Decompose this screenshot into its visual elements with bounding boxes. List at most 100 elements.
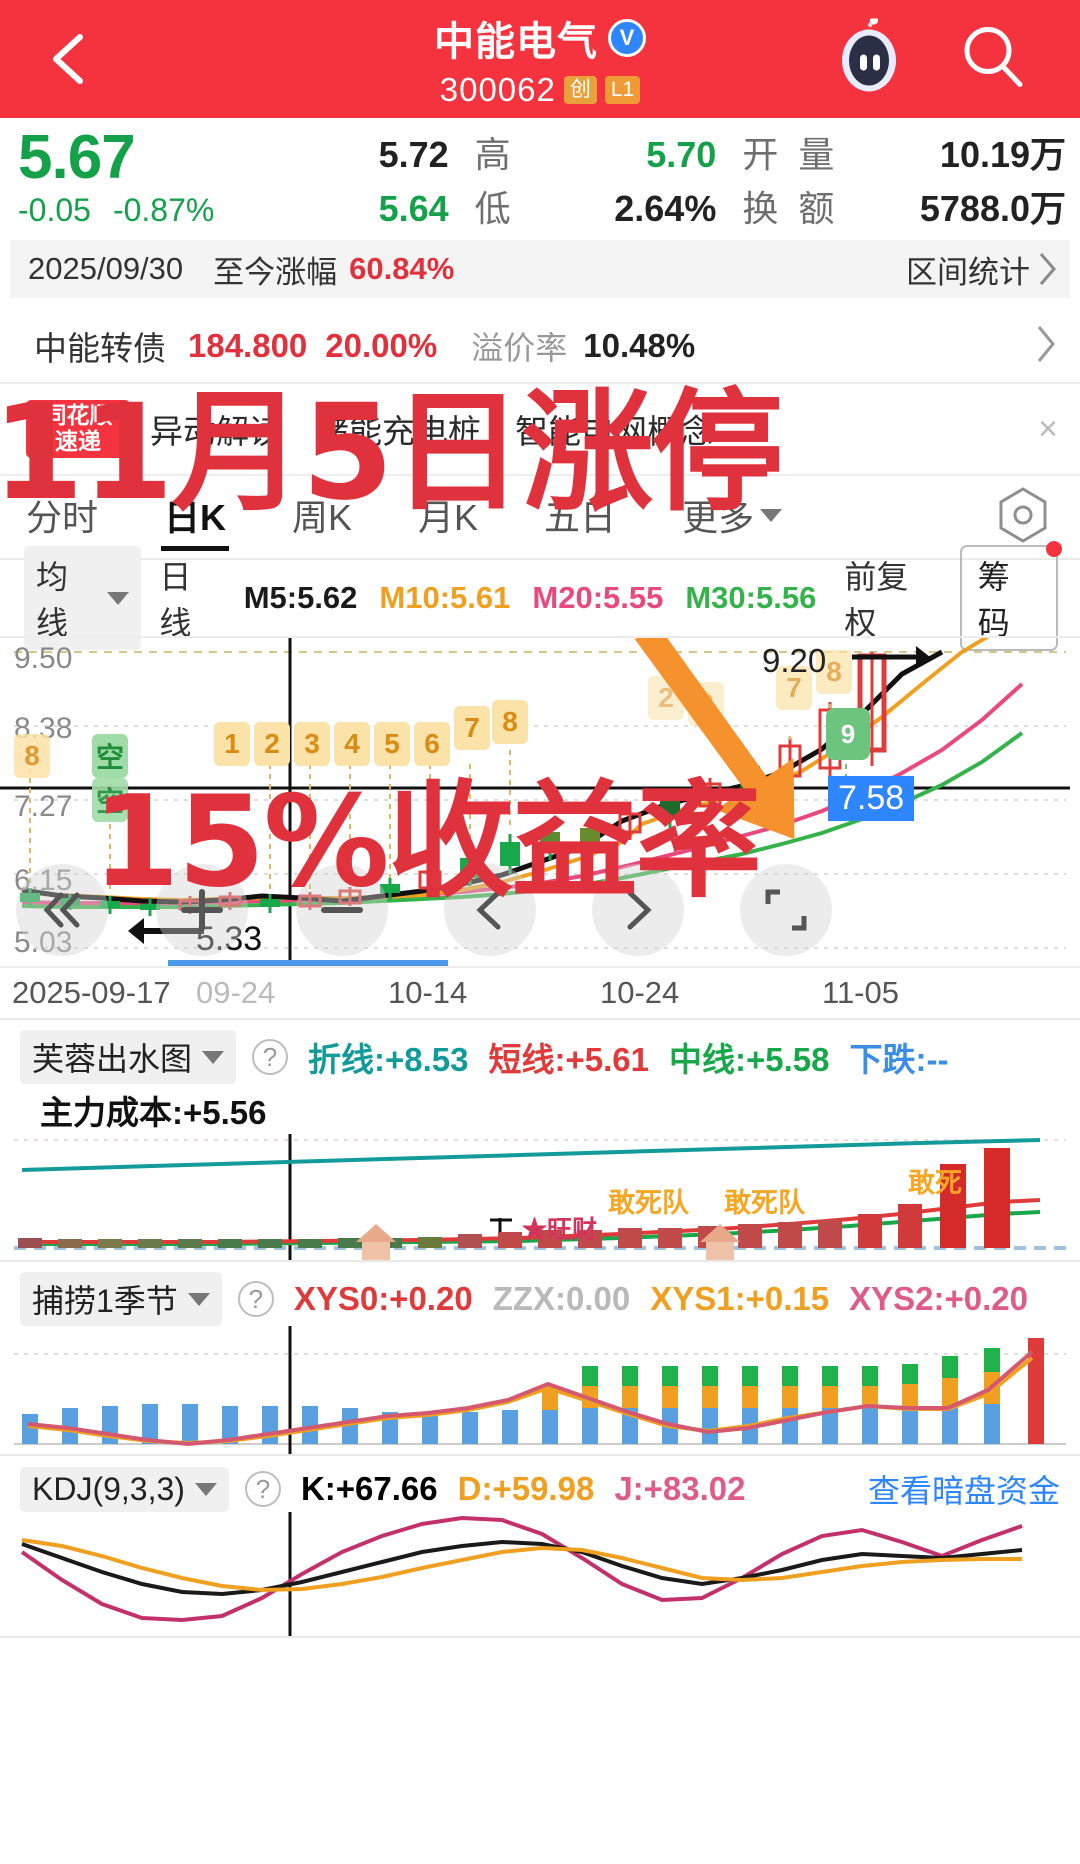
help-icon[interactable]: ?: [237, 1281, 274, 1317]
range-label: 至今涨幅: [213, 254, 338, 290]
zoom-out-button[interactable]: [296, 864, 388, 956]
stat-label-volume: 量: [798, 134, 835, 175]
chart-date-tooltip[interactable]: 2025/09/30 分时 >: [168, 960, 448, 966]
furong-main-cost: 主力成本:+5.56: [40, 1094, 267, 1131]
stat-label-turnover: 换: [742, 188, 779, 229]
expand-icon: [765, 889, 807, 931]
bond-change-pct: 20.00%: [325, 327, 438, 364]
adjust-mode-label[interactable]: 前复权: [844, 559, 909, 641]
ma-kind-label[interactable]: 日线: [159, 559, 192, 641]
kdj-header: KDJ(9,3,3) ? K:+67.66 D:+59.98 J:+83.02 …: [0, 1456, 1080, 1512]
quote-panel: 5.67 -0.05 -0.87% 高 5.72 低 5.64 开 5.70 换 2.6…: [0, 118, 1080, 236]
range-stats-link[interactable]: 区间统计: [906, 254, 1030, 290]
inline-label: 敢死队: [608, 1188, 690, 1218]
premium-value: 10.48%: [583, 327, 696, 364]
bulao-chart-canvas: [14, 1326, 1066, 1454]
ma-m30-value: M30:5.56: [685, 580, 817, 615]
tab-daily-k[interactable]: 日K: [164, 489, 226, 545]
furong-chart[interactable]: 敢死 敢死队 敢死队 ★旺财: [0, 1134, 1080, 1260]
robot-assistant-icon[interactable]: [833, 16, 905, 100]
bulao-selector[interactable]: 捕捞1季节: [20, 1272, 222, 1326]
stat-label-high: 高: [474, 134, 511, 175]
stat-value-volume: 10.19万: [939, 134, 1067, 175]
chevron-left-icon: [53, 34, 83, 84]
price-change-block: -0.05 -0.87%: [18, 192, 263, 229]
verified-badge-icon: V: [608, 19, 646, 57]
chevron-down-icon: [202, 1050, 225, 1064]
prev-page-button[interactable]: [16, 864, 108, 956]
chips-button-label: 筹码: [977, 559, 1010, 641]
header-title-block: 中能电气 V 300062 创 L1: [434, 9, 646, 109]
news-ticker[interactable]: 同花顺 速递 异动解读 储能充电桩 智能电网概念 ×: [0, 384, 1080, 476]
dark-pool-funds-link[interactable]: 查看暗盘资金: [867, 1473, 1060, 1509]
tab-weekly-k[interactable]: 周K: [292, 497, 353, 538]
help-icon[interactable]: ?: [244, 1471, 281, 1507]
furong-header: 芙蓉出水图 ? 折线:+8.53 短线:+5.61 中线:+5.58 下跌:--…: [0, 1020, 1080, 1134]
stat-label-low: 低: [474, 188, 511, 229]
chart-marker: 8: [816, 650, 852, 694]
main-k-chart[interactable]: 9.50 8.38 7.27 6.15 5.03 8 空 空 1 2 3 4 5…: [0, 636, 1080, 968]
chevron-left-icon: [476, 890, 501, 930]
news-item[interactable]: 储能充电桩: [316, 413, 481, 450]
indicator-panel-furong: 芙蓉出水图 ? 折线:+8.53 短线:+5.61 中线:+5.58 下跌:--…: [0, 1018, 1080, 1260]
app-header: 中能电气 V 300062 创 L1: [0, 0, 1080, 118]
bulao-xys0-value: XYS0:+0.20: [293, 1280, 473, 1317]
chart-marker: 7: [776, 666, 812, 710]
back-button[interactable]: [44, 31, 96, 87]
convertible-bond-row[interactable]: 中能转债 184.800 20.00% 溢价率 10.48%: [0, 310, 1080, 384]
furong-selector[interactable]: 芙蓉出水图: [20, 1030, 237, 1084]
x-tick-label: 2025-09-17: [12, 975, 171, 1010]
bond-price: 184.800: [188, 327, 308, 364]
help-icon[interactable]: ?: [252, 1039, 289, 1075]
price-change-pct: -0.87%: [112, 192, 215, 228]
tab-five-day[interactable]: 五日: [544, 497, 617, 538]
chips-button[interactable]: 筹码: [959, 541, 1063, 651]
minus-icon: [321, 907, 363, 913]
range-stats-bar[interactable]: 2025/09/30 至今涨幅 60.84% 区间统计: [10, 240, 1070, 298]
settings-hexagon-icon[interactable]: [996, 486, 1050, 549]
x-tick-label: 10-24: [600, 975, 680, 1010]
ma-m10-value: M10:5.61: [379, 580, 511, 615]
x-tick-label: 09-24: [196, 975, 276, 1010]
bulao-chart[interactable]: [0, 1326, 1080, 1454]
chevron-down-icon: [194, 1482, 217, 1496]
stat-value-turnover: 2.64%: [614, 188, 717, 229]
tab-monthly-k[interactable]: 月K: [418, 497, 479, 538]
step-right-button[interactable]: [592, 864, 684, 956]
board-tag: 创: [563, 75, 597, 105]
plus-icon: [181, 889, 223, 931]
premium-label: 溢价率: [471, 330, 568, 366]
chart-marker-short: 空: [92, 778, 128, 822]
search-icon[interactable]: [958, 22, 1028, 97]
tab-more[interactable]: 更多: [682, 489, 783, 545]
chart-marker: 5: [374, 722, 410, 766]
annotation-low-note: 5.33: [196, 920, 263, 958]
price-block: 5.67 -0.05 -0.87%: [18, 126, 263, 229]
news-item[interactable]: 智能电网概念: [515, 413, 713, 450]
tab-intraday[interactable]: 分时: [26, 497, 99, 538]
bond-row-chevron[interactable]: [1034, 322, 1058, 371]
fullscreen-button[interactable]: [740, 864, 832, 956]
close-icon[interactable]: ×: [1038, 409, 1058, 448]
level-tag: L1: [604, 75, 641, 105]
kdj-selector[interactable]: KDJ(9,3,3): [20, 1466, 229, 1512]
bond-name: 中能转债: [34, 330, 166, 367]
ths-badge-line1: 同花顺: [43, 401, 113, 428]
chevron-right-icon: [1037, 325, 1055, 362]
zoom-in-button[interactable]: [156, 864, 248, 956]
chevron-down-icon: [760, 508, 783, 522]
bulao-zzx-value: ZZX:0.00: [492, 1280, 631, 1317]
house-marker-icon: [356, 1224, 740, 1260]
ths-express-badge: 同花顺 速递: [26, 399, 130, 459]
news-item[interactable]: 异动解读: [150, 413, 282, 450]
annotation-top-price: 9.20: [762, 642, 827, 679]
double-chevron-left-icon: [43, 892, 80, 928]
furong-duanxian-value: 短线:+5.61: [488, 1041, 650, 1078]
furong-xiadie-value: 下跌:--: [849, 1041, 949, 1078]
y-tick-label: 9.50: [14, 642, 73, 675]
chart-marker-9: 9: [826, 708, 870, 760]
ma-selector[interactable]: 均线: [24, 546, 142, 650]
bulao-header: 捕捞1季节 ? XYS0:+0.20 ZZX:0.00 XYS1:+0.15 X…: [0, 1262, 1080, 1326]
step-left-button[interactable]: [444, 864, 536, 956]
kdj-chart[interactable]: [0, 1512, 1080, 1636]
